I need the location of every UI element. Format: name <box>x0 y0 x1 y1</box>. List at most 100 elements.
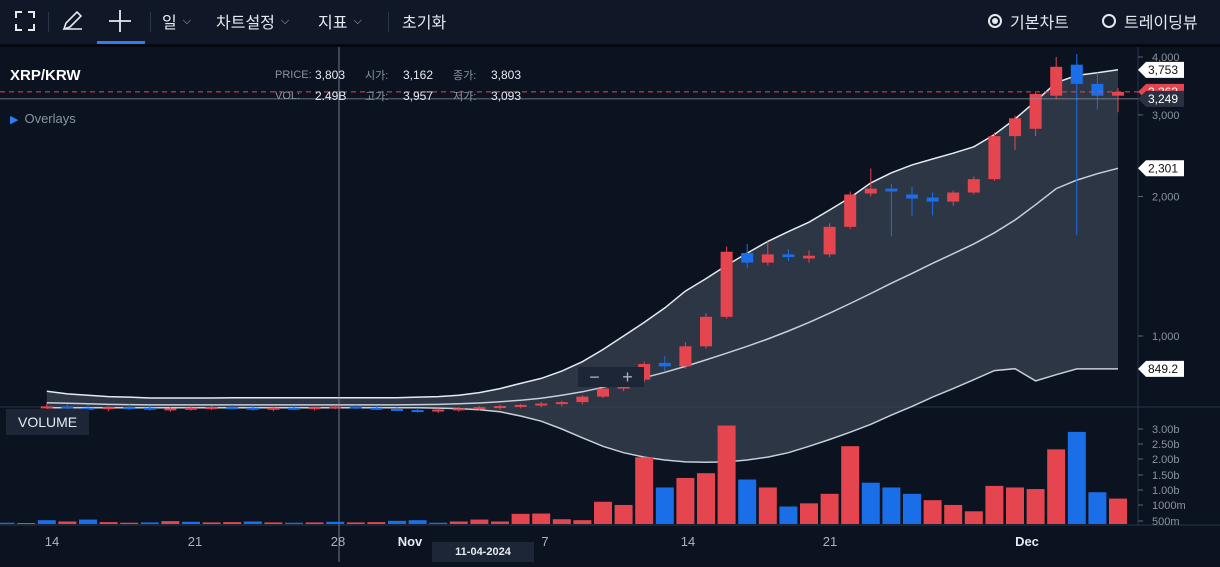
volume-tick-label: 1.50b <box>1152 470 1180 482</box>
ohlc-info: PRICE: 3,803 시가: 3,162 종가: 3,803 VOL: 2.… <box>275 64 521 106</box>
radio-selected-icon <box>988 14 1002 28</box>
price-chart[interactable]: 4,0003,0002,0001,0003,7533,3633,2492,301… <box>0 47 1220 562</box>
candle-body <box>82 407 94 410</box>
volume-bar <box>223 522 242 524</box>
volume-bar <box>346 522 365 524</box>
volume-bar <box>738 479 757 524</box>
candle <box>1050 57 1063 99</box>
volume-bar <box>17 523 36 524</box>
zoom-out-icon[interactable]: − <box>589 366 600 387</box>
overlays-toggle[interactable]: ▶ Overlays <box>10 111 76 126</box>
candle <box>555 400 568 407</box>
price-tick-label: 4,000 <box>1152 52 1180 64</box>
candle-body <box>102 407 115 410</box>
chart-area[interactable]: 4,0003,0002,0001,0003,7533,3633,2492,301… <box>0 47 1220 562</box>
play-icon: ▶ <box>10 114 19 126</box>
candle <box>143 405 156 411</box>
volume-bar <box>1088 492 1107 524</box>
volume-bar <box>367 522 386 524</box>
crosshair-price-tag-bg <box>1138 90 1184 107</box>
candle-body <box>432 409 445 412</box>
candle-body <box>803 255 815 259</box>
volume-bar <box>697 473 715 524</box>
volume-bar <box>243 521 262 524</box>
time-tick-label: 28 <box>331 534 345 549</box>
time-tick-label: 21 <box>823 534 837 549</box>
tradingview-radio[interactable]: 트레이딩뷰 <box>1102 0 1198 42</box>
price-tick-label: 3,000 <box>1152 110 1180 122</box>
low-value: 3,093 <box>491 88 522 103</box>
chevron-down-icon: ⌵ <box>182 14 192 27</box>
open-value: 3,162 <box>403 67 434 82</box>
vol-key: VOL: <box>275 89 301 102</box>
volume-bar <box>861 482 880 524</box>
candle <box>452 407 465 412</box>
crosshair-icon[interactable] <box>108 0 132 42</box>
candle-body <box>494 406 506 409</box>
fullscreen-icon[interactable] <box>14 0 36 42</box>
crosshair-active-indicator <box>97 41 145 44</box>
volume-bar <box>79 519 97 524</box>
volume-bar <box>964 511 983 524</box>
volume-bar <box>676 477 695 524</box>
draw-pencil-icon[interactable] <box>60 0 84 42</box>
volume-bar <box>800 503 818 524</box>
time-tick-label: Nov <box>398 534 423 549</box>
candle <box>411 407 424 413</box>
candle <box>535 402 548 408</box>
volume-tick-label: 1.00b <box>1152 485 1180 497</box>
candle <box>926 192 939 216</box>
bb-upper-tag-bg <box>1138 61 1184 78</box>
candle-body <box>700 316 712 347</box>
price-key: PRICE: <box>275 68 312 81</box>
candle <box>947 190 960 206</box>
candle <box>576 395 589 405</box>
volume-bar <box>429 522 448 524</box>
candle-body <box>576 396 589 403</box>
volume-tick-label: 500m <box>1152 516 1180 528</box>
candle-body <box>741 253 754 263</box>
volume-bar <box>985 485 1004 524</box>
zoom-in-icon[interactable]: + <box>622 366 633 387</box>
chart-settings-dropdown[interactable]: 차트설정 ⌵ <box>216 0 289 42</box>
volume-label: VOLUME <box>6 409 90 435</box>
candle-body <box>926 197 939 202</box>
candle <box>597 387 609 398</box>
volume-bar <box>408 520 427 524</box>
candle <box>473 406 486 411</box>
time-tick-label: 21 <box>188 534 202 549</box>
candle <box>988 132 1001 182</box>
tradingview-label: 트레이딩뷰 <box>1124 15 1198 32</box>
candle-body <box>823 226 836 255</box>
candle <box>1091 72 1104 110</box>
reset-button[interactable]: 초기화 <box>402 0 446 42</box>
volume-bar <box>655 487 674 524</box>
candle-body <box>906 194 918 199</box>
volume-bar <box>820 493 839 524</box>
candle <box>700 313 712 349</box>
open-key: 시가: <box>365 69 389 82</box>
candle <box>1009 115 1021 150</box>
volume-bar <box>140 522 159 524</box>
candle <box>432 408 445 414</box>
candle-body <box>1070 64 1083 84</box>
candle-body <box>246 407 259 410</box>
candle <box>741 243 754 269</box>
candle-body <box>1091 83 1104 96</box>
period-dropdown[interactable]: 일 ⌵ <box>162 0 191 42</box>
candle-body <box>535 403 548 406</box>
candle <box>782 249 795 262</box>
price-tick-label: 2,000 <box>1152 192 1180 204</box>
candle-body <box>40 406 53 409</box>
overlays-label: Overlays <box>24 111 76 126</box>
bb-upper-tag-text: 3,753 <box>1148 63 1178 77</box>
volume-bar <box>449 521 468 524</box>
volume-bar <box>470 519 489 524</box>
candle-body <box>143 407 156 410</box>
reset-label: 초기화 <box>402 15 447 32</box>
candle-body <box>123 407 136 410</box>
basic-chart-radio[interactable]: 기본차트 <box>988 0 1069 42</box>
indicators-dropdown[interactable]: 지표 ⌵ <box>318 0 362 42</box>
candle-body <box>349 406 362 409</box>
bb-lower-tag: 849.2 <box>1138 360 1184 377</box>
